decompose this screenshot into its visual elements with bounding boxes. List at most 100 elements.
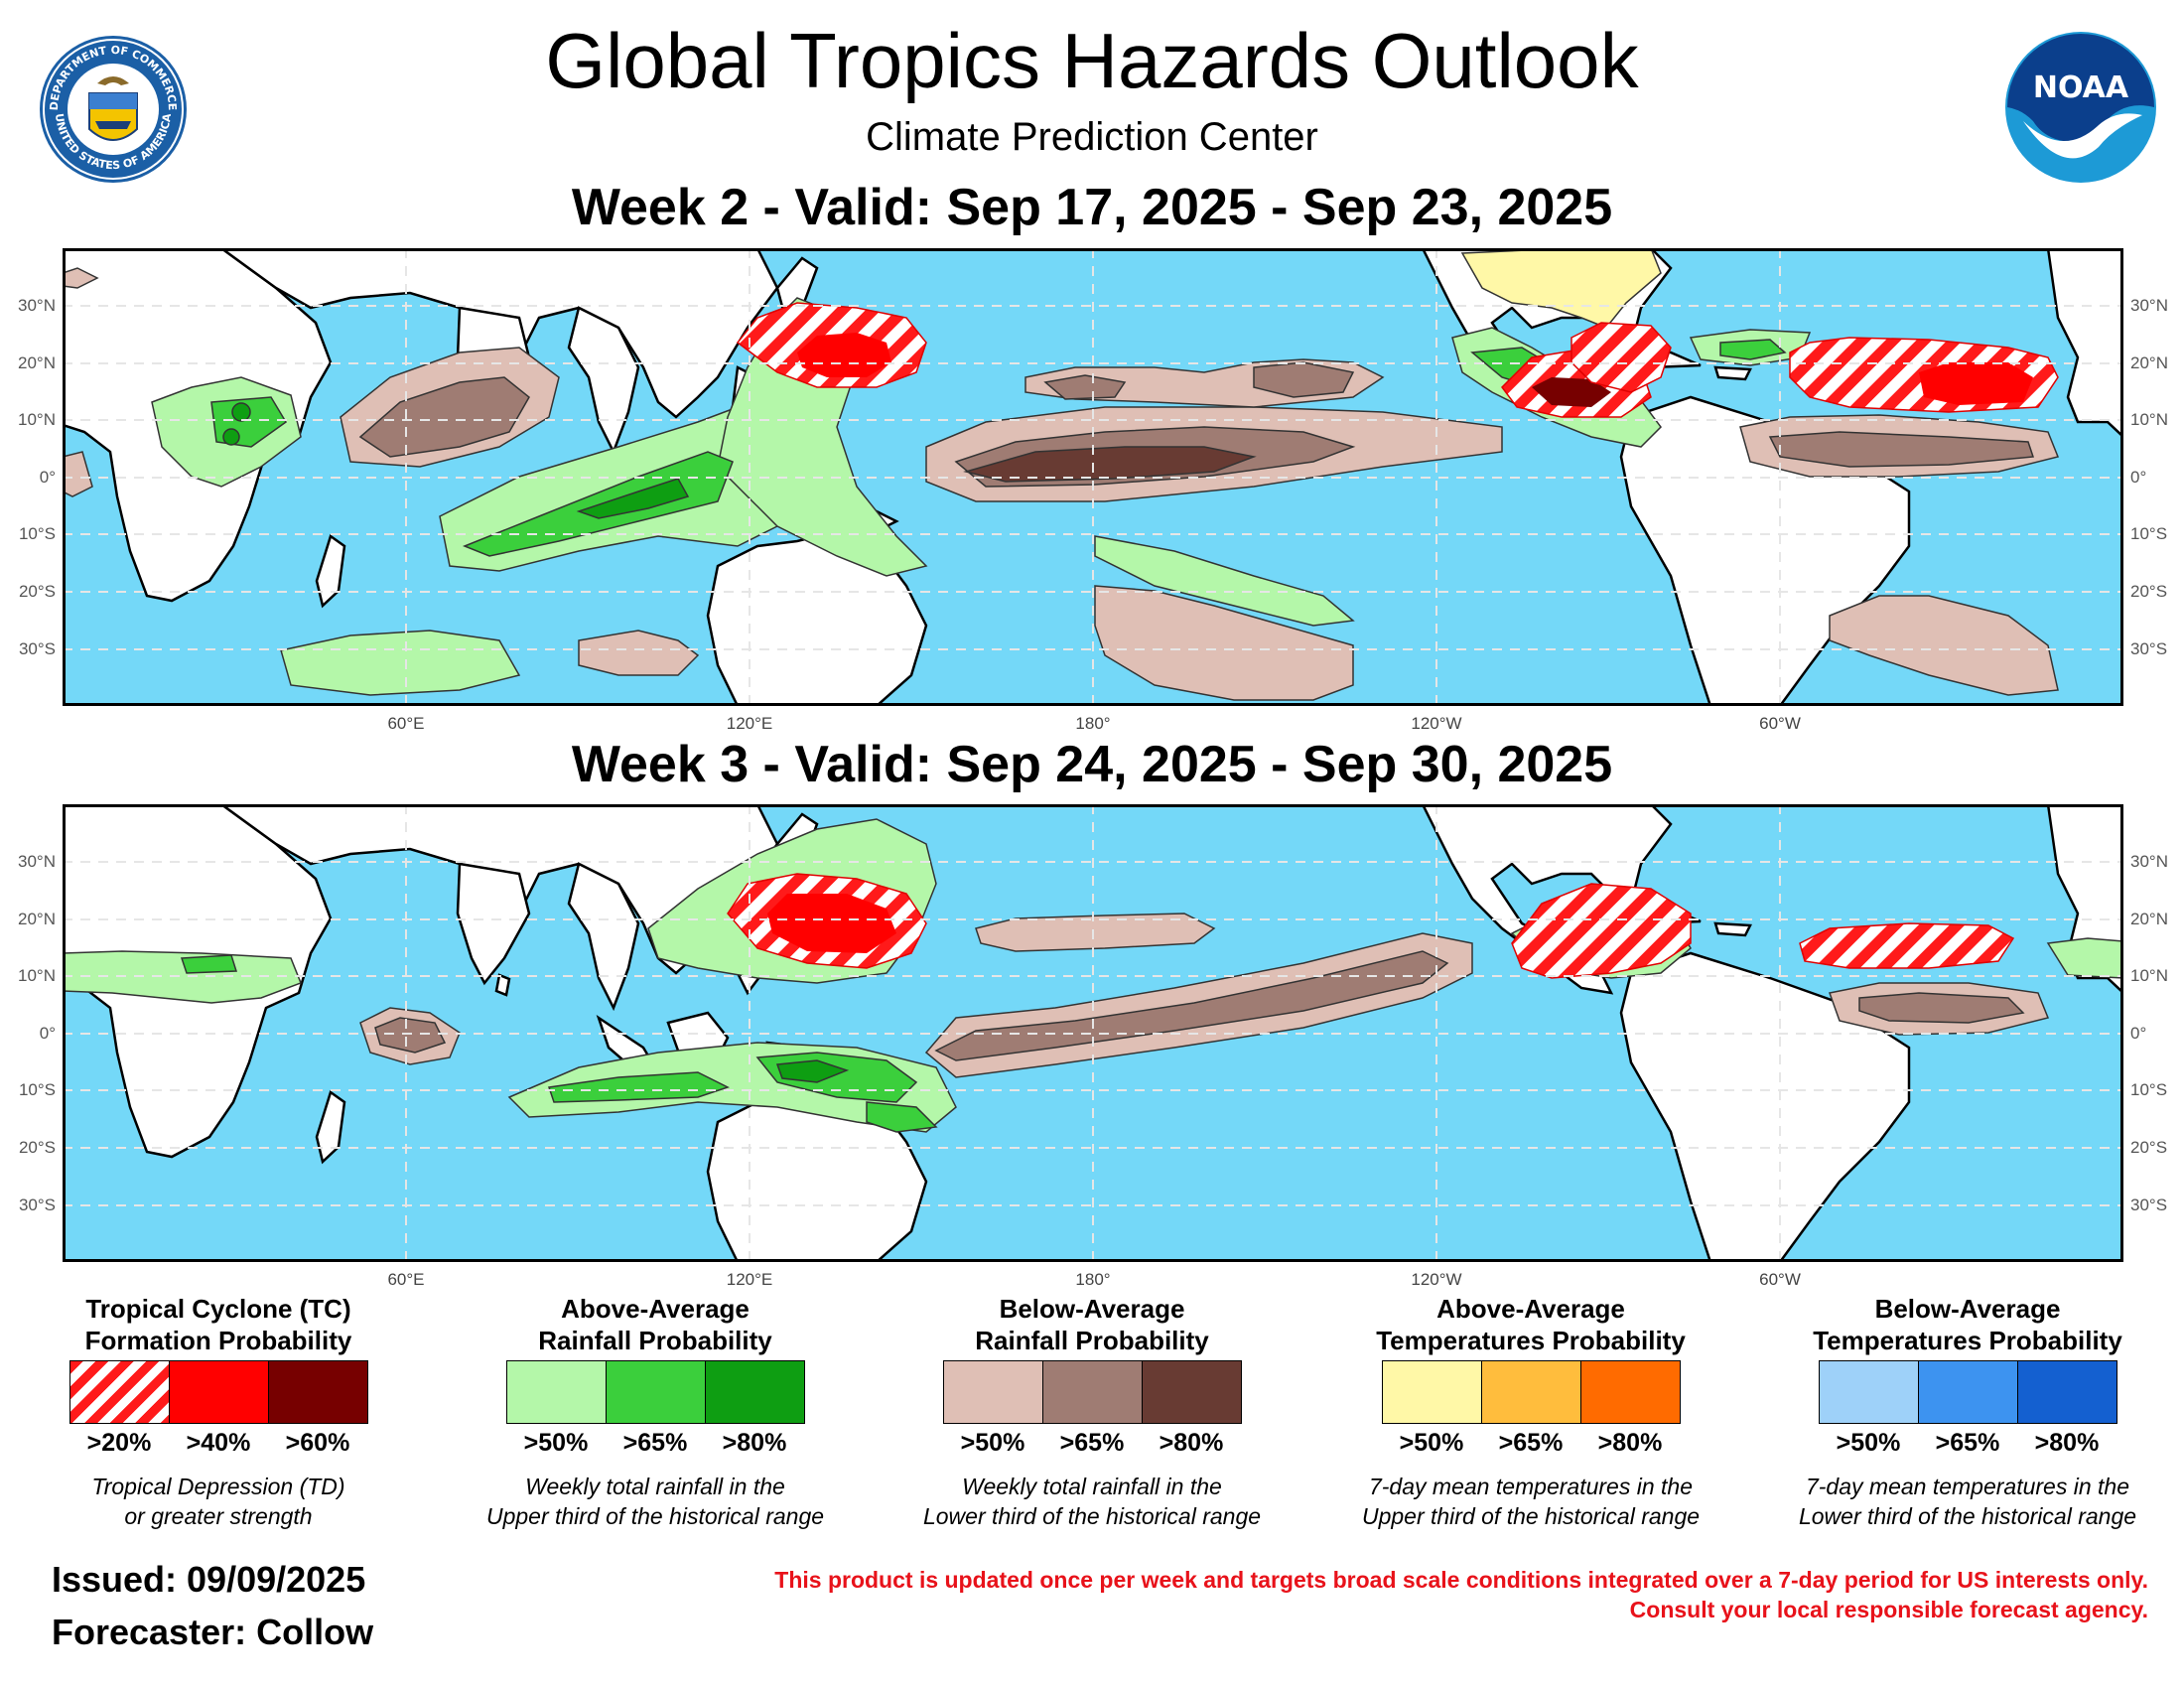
legend-below-temp-80-swatch	[2017, 1360, 2117, 1424]
week2-lon-60e: 60°E	[387, 714, 425, 733]
issued-date: Issued: 09/09/2025	[52, 1559, 366, 1600]
week2-lat-left-10n: 10°N	[18, 410, 56, 429]
legend-above-temp-desc: 7-day mean temperatures in the Upper thir…	[1361, 1474, 1701, 1529]
week2-lat-right-10s: 10°S	[2130, 524, 2168, 543]
week2-lat-left-20s: 20°S	[18, 582, 56, 601]
legend-below-rain-50-swatch	[943, 1360, 1043, 1424]
legend-above-temp-thr-2: >65%	[1498, 1429, 1564, 1457]
legend-above-rain-desc: Weekly total rainfall in the Upper third …	[485, 1474, 825, 1529]
week2-lon-120w: 120°W	[1411, 714, 1462, 733]
week3-lat-right-20n: 20°N	[2130, 910, 2168, 928]
week2-lat-right-10n: 10°N	[2130, 410, 2168, 429]
legend-above-temp-thr-1: >50%	[1399, 1429, 1464, 1457]
legend-above-temp-50-swatch	[1382, 1360, 1482, 1424]
above-rainfall-80-areas	[222, 402, 690, 519]
legend-above-rain-80-swatch	[705, 1360, 805, 1424]
week3-lat-left-10n: 10°N	[18, 966, 56, 985]
week2-lat-left-10s: 10°S	[18, 524, 56, 543]
svg-text:NOAA: NOAA	[2033, 70, 2129, 105]
week2-lat-right-20s: 20°S	[2130, 582, 2168, 601]
legend-tc-thr-3: >60%	[285, 1429, 350, 1457]
department-of-commerce-seal: DEPARTMENT OF COMMERCE UNITED STATES OF …	[40, 36, 187, 183]
page-subtitle: Climate Prediction Center	[866, 115, 1318, 159]
legend-tc-thr-2: >40%	[186, 1429, 251, 1457]
week3-lat-left-20n: 20°N	[18, 910, 56, 928]
legend-below-rain-65-swatch	[1042, 1360, 1143, 1424]
legend-tc-title: Tropical Cyclone (TC) Formation Probabili…	[84, 1294, 352, 1355]
legend-below-rain-thr-2: >65%	[1059, 1429, 1125, 1457]
map-frame	[63, 248, 2123, 706]
week3-lat-right-30s: 30°S	[2130, 1196, 2168, 1214]
legend-above-rain-thr-3: >80%	[722, 1429, 787, 1457]
disclaimer-line-2: Consult your local responsible forecast …	[1629, 1597, 2148, 1622]
legend-below-temp-thr-3: >80%	[2034, 1429, 2100, 1457]
week2-map	[63, 248, 2123, 706]
week2-lon-60w: 60°W	[1759, 714, 1801, 733]
land	[63, 248, 2123, 706]
legend-below-temp-thr-1: >50%	[1836, 1429, 1901, 1457]
legend-below-temp-thr-2: >65%	[1935, 1429, 2000, 1457]
tc-formation-areas	[736, 302, 2059, 418]
below-rainfall-80-areas	[963, 446, 1257, 483]
week3-map	[63, 804, 2123, 1262]
legend-below-rain-desc: Weekly total rainfall in the Lower third …	[922, 1474, 1262, 1529]
legend-above-temp-80-swatch	[1580, 1360, 1681, 1424]
gridlines	[63, 248, 2123, 706]
week2-lon-120e: 120°E	[726, 714, 773, 733]
week2-title: Week 2 - Valid: Sep 17, 2025 - Sep 23, 2…	[571, 179, 1613, 236]
week2-lat-left-30s: 30°S	[18, 639, 56, 658]
legend-above-rain-title: Above-Average Rainfall Probability	[538, 1294, 772, 1355]
legend-below-rain-title: Below-Average Rainfall Probability	[975, 1294, 1209, 1355]
legend-below-temp-title: Below-Average Temperatures Probability	[1813, 1294, 2122, 1355]
week3-lon-60e: 60°E	[387, 1270, 425, 1289]
legend-below-rain-thr-1: >50%	[960, 1429, 1025, 1457]
week2-lat-left-30n: 30°N	[18, 296, 56, 315]
week3-lon-120w: 120°W	[1411, 1270, 1462, 1289]
week3-lat-left-20s: 20°S	[18, 1138, 56, 1157]
week3-lon-180: 180°	[1075, 1270, 1111, 1289]
week3-lat-right-20s: 20°S	[2130, 1138, 2168, 1157]
week3-lat-left-30n: 30°N	[18, 852, 56, 871]
week3-lat-left-30s: 30°S	[18, 1196, 56, 1214]
week3-lat-right-eq: 0°	[2130, 1024, 2147, 1043]
week3-lat-left-10s: 10°S	[18, 1080, 56, 1099]
tc-formation-areas	[727, 873, 2015, 979]
disclaimer-line-1: This product is updated once per week an…	[774, 1567, 2148, 1593]
week2-lat-right-30s: 30°S	[2130, 639, 2168, 658]
legend-below-rain-thr-3: >80%	[1159, 1429, 1224, 1457]
legend-below-rain-80-swatch	[1142, 1360, 1242, 1424]
noaa-logo: NOAA	[2005, 32, 2156, 183]
week2-lat-left-eq: 0°	[39, 468, 56, 487]
week2-lat-left-20n: 20°N	[18, 353, 56, 372]
above-rainfall-80-areas	[775, 1059, 850, 1083]
legend-above-rain-50-swatch	[506, 1360, 607, 1424]
legend-above-temp-65-swatch	[1481, 1360, 1581, 1424]
legend-below-temp-65-swatch	[1918, 1360, 2018, 1424]
week3-lat-right-30n: 30°N	[2130, 852, 2168, 871]
week3-lon-120e: 120°E	[726, 1270, 773, 1289]
legend-above-rain-65-swatch	[606, 1360, 706, 1424]
legend-below-temp-50-swatch	[1819, 1360, 1919, 1424]
legend-above-rain-thr-1: >50%	[523, 1429, 589, 1457]
legend-above-rain-thr-2: >65%	[622, 1429, 688, 1457]
week2-lat-right-30n: 30°N	[2130, 296, 2168, 315]
week2-lon-180: 180°	[1075, 714, 1111, 733]
legend-above-temp-thr-3: >80%	[1597, 1429, 1663, 1457]
week3-lon-60w: 60°W	[1759, 1270, 1801, 1289]
legend-tc-60-swatch	[268, 1360, 368, 1424]
gridlines	[63, 804, 2123, 1262]
week3-lat-right-10n: 10°N	[2130, 966, 2168, 985]
week3-lat-right-10s: 10°S	[2130, 1080, 2168, 1099]
page-title: Global Tropics Hazards Outlook	[545, 17, 1639, 104]
forecaster-name: Forecaster: Collow	[52, 1612, 374, 1652]
legend-tc-desc: Tropical Depression (TD) or greater stren…	[91, 1474, 345, 1529]
week2-lat-right-20n: 20°N	[2130, 353, 2168, 372]
map-frame	[63, 804, 2123, 1262]
legend-above-temp-title: Above-Average Temperatures Probability	[1376, 1294, 1686, 1355]
legend-tc-40-swatch	[169, 1360, 269, 1424]
week3-title: Week 3 - Valid: Sep 24, 2025 - Sep 30, 2…	[571, 736, 1613, 793]
legend-below-temp-desc: 7-day mean temperatures in the Lower thir…	[1798, 1474, 2137, 1529]
legend-tc-thr-1: >20%	[86, 1429, 152, 1457]
legend-tc-20-swatch	[69, 1360, 170, 1424]
week3-lat-left-eq: 0°	[39, 1024, 56, 1043]
